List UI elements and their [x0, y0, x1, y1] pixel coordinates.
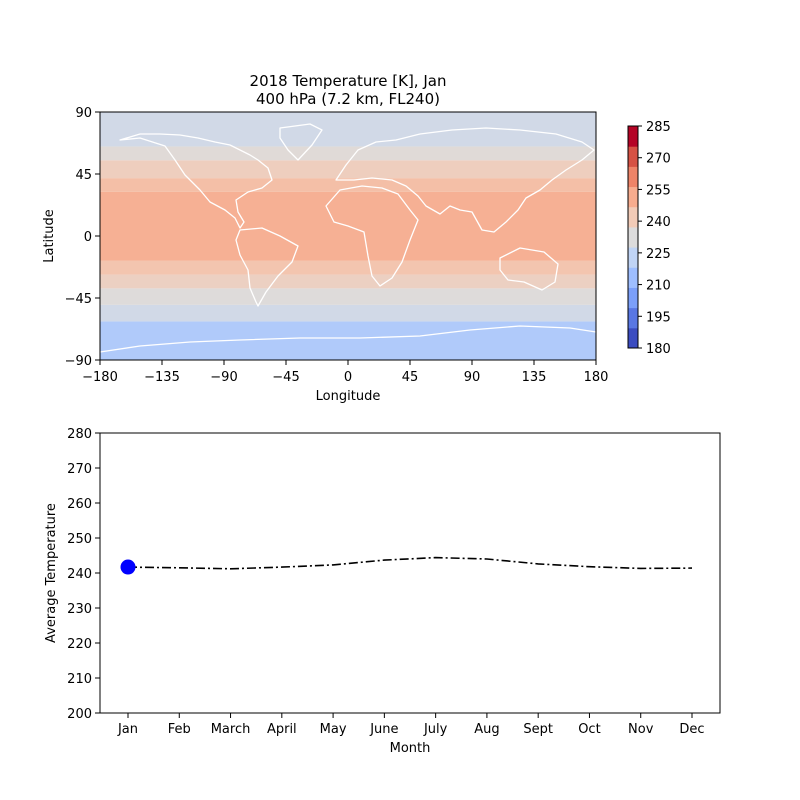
- map-x-tick-label: −180: [82, 370, 118, 385]
- map-y-tick-label: −90: [65, 354, 92, 369]
- colorbar-tick-label: 285: [646, 120, 671, 135]
- map-y-tick-label: 0: [84, 230, 92, 245]
- temperature-band-8: [100, 146, 596, 161]
- line-x-tick-label: Feb: [168, 722, 191, 737]
- map-y-tick-label: 45: [75, 168, 92, 183]
- colorbar-segment: [628, 327, 638, 349]
- map-x-tick-label: 45: [402, 370, 419, 385]
- temperature-band-3: [100, 274, 596, 289]
- line-x-tick-label: Dec: [679, 722, 704, 737]
- map-x-tick-label: −90: [210, 370, 237, 385]
- colorbar-tick-label: 195: [646, 310, 671, 325]
- line-x-tick-label: Sept: [523, 722, 553, 737]
- line-y-tick-label: 200: [67, 707, 92, 722]
- colorbar-tick-label: 180: [646, 342, 671, 357]
- line-x-label: Month: [390, 741, 431, 756]
- colorbar-segment: [628, 287, 638, 309]
- map-x-tick-label: 135: [522, 370, 547, 385]
- coastline-africa: [325, 185, 419, 287]
- colorbar-segment: [628, 267, 638, 288]
- line-y-tick-label: 210: [67, 672, 92, 687]
- line-tick-labels: 200 210 220 230 240 250 260 270 280 Jan Feb March Ap…: [67, 427, 704, 737]
- map-title-line1: 2018 Temperature [K], Jan: [250, 72, 447, 90]
- coastline-north-america: [119, 133, 273, 229]
- line-y-tick-label: 260: [67, 497, 92, 512]
- colorbar-segment: [628, 166, 638, 188]
- coastline-south-america: [235, 227, 299, 307]
- line-axes-frame: [99, 432, 721, 714]
- line-y-tick-label: 280: [67, 427, 92, 442]
- map-x-tick-label: 0: [344, 370, 352, 385]
- line-x-tick-label: Oct: [578, 722, 600, 737]
- series-line: [127, 556, 693, 570]
- line-x-tick-label: March: [211, 722, 251, 737]
- line-x-tick-label: Aug: [474, 722, 499, 737]
- colorbar-tick-label: 255: [646, 183, 671, 198]
- colorbar: 180 195 210 225 240 255 270 285: [627, 120, 671, 357]
- map-x-tick-label: 90: [464, 370, 481, 385]
- temperature-band-2: [100, 288, 596, 305]
- map-x-tick-label: −135: [144, 370, 180, 385]
- temperature-band-4: [100, 260, 596, 275]
- temperature-band-1: [100, 304, 596, 322]
- colorbar-segment: [628, 206, 638, 228]
- line-panel: 200 210 220 230 240 250 260 270 280 Jan Feb March Ap…: [44, 427, 721, 756]
- map-y-tick-label: −45: [65, 292, 92, 307]
- temperature-band-7: [100, 160, 596, 179]
- line-y-tick-label: 270: [67, 462, 92, 477]
- line-y-tick-label: 250: [67, 532, 92, 547]
- colorbar-tick-label: 240: [646, 215, 671, 230]
- colorbar-tick-label: 210: [646, 279, 671, 294]
- colorbar-frame: [627, 125, 639, 349]
- colorbar-segment: [628, 307, 638, 329]
- map-x-tick-label: −45: [272, 370, 299, 385]
- colorbar-tick-label: 270: [646, 152, 671, 167]
- line-y-tick-label: 220: [67, 637, 92, 652]
- colorbar-segment: [628, 126, 638, 147]
- map-tick-labels: −180 −135 −90 −45 0 45 90 135 180 −90 −45 0 45 90: [65, 106, 609, 385]
- current-month-marker: [120, 559, 136, 575]
- map-panel: 2018 Temperature [K], Jan 400 hPa (7.2 k…: [42, 72, 671, 404]
- coastline-australia: [499, 247, 559, 291]
- temperature-field: [100, 112, 596, 360]
- temperature-band-9: [100, 112, 596, 147]
- colorbar-segment: [628, 146, 638, 167]
- line-y-label: Average Temperature: [44, 503, 59, 643]
- colorbar-segment: [628, 226, 638, 248]
- temperature-band-6: [100, 178, 596, 192]
- line-x-tick-label: Jan: [117, 722, 138, 737]
- temperature-band-0: [100, 321, 596, 360]
- colorbar-segment: [628, 186, 638, 208]
- line-y-tick-label: 240: [67, 567, 92, 582]
- coastlines: [100, 123, 596, 353]
- line-y-tick-label: 230: [67, 602, 92, 617]
- map-x-label: Longitude: [316, 389, 381, 404]
- coastline-greenland: [279, 123, 323, 161]
- colorbar-tick-label: 225: [646, 247, 671, 262]
- map-y-tick-label: 90: [75, 106, 92, 121]
- coastline-antarctica: [100, 325, 596, 353]
- line-x-tick-label: May: [320, 722, 347, 737]
- map-title-line2: 400 hPa (7.2 km, FL240): [256, 90, 440, 108]
- coastline-eurasia: [335, 127, 595, 233]
- line-x-tick-label: April: [267, 722, 297, 737]
- line-x-tick-label: July: [423, 722, 448, 737]
- line-x-tick-label: June: [369, 722, 398, 737]
- line-x-tick-label: Nov: [628, 722, 654, 737]
- map-x-tick-label: 180: [584, 370, 609, 385]
- map-y-label: Latitude: [42, 209, 57, 263]
- colorbar-segment: [628, 247, 638, 268]
